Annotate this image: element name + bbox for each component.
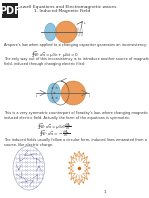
Text: $\times$: $\times$ [50,95,54,101]
Ellipse shape [61,81,86,105]
Ellipse shape [45,23,56,41]
Text: 1: 1 [103,190,106,194]
Text: PDF: PDF [0,6,21,16]
Text: $\times$: $\times$ [54,95,58,101]
Text: The induced fields usually follow a circular form, induced lines emanated from a: The induced fields usually follow a circ… [4,138,147,147]
Text: $\oint \vec{B} \cdot d\vec{s} = \mu_0 \varepsilon_0 \frac{d\Phi_E}{dt}$: $\oint \vec{B} \cdot d\vec{s} = \mu_0 \v… [37,121,72,132]
Text: $\oint \vec{B} \cdot d\vec{s} = \mu_0 i_c + \mu_0 i_d = 0$: $\oint \vec{B} \cdot d\vec{s} = \mu_0 i_… [31,49,79,59]
Text: $\oint \vec{E} \cdot d\vec{s} = -\frac{d\Phi_B}{dt}$: $\oint \vec{E} \cdot d\vec{s} = -\frac{d… [39,128,70,139]
Text: $i_d$: $i_d$ [83,19,88,27]
FancyBboxPatch shape [2,3,18,18]
Ellipse shape [48,83,60,103]
Text: This is a very symmetric counterpart of Faraday's law, where changing magnetic f: This is a very symmetric counterpart of … [4,111,149,120]
Text: $\times$: $\times$ [50,85,54,91]
Text: $i$: $i$ [88,92,91,99]
Ellipse shape [55,21,77,43]
Text: 1. Induced Magnetic Field: 1. Induced Magnetic Field [34,9,91,13]
Text: $\times$: $\times$ [52,90,56,96]
Text: Ampere's law when applied to a changing capacitor generates an inconsistency:: Ampere's law when applied to a changing … [4,43,148,47]
Text: $i$: $i$ [35,92,38,99]
Text: The only way out of this inconsistency is to introduce another source of magneti: The only way out of this inconsistency i… [4,57,149,66]
Text: $\times$: $\times$ [54,85,58,91]
Text: IX Maxwell Equations and Electromagnetic waves: IX Maxwell Equations and Electromagnetic… [8,5,117,9]
